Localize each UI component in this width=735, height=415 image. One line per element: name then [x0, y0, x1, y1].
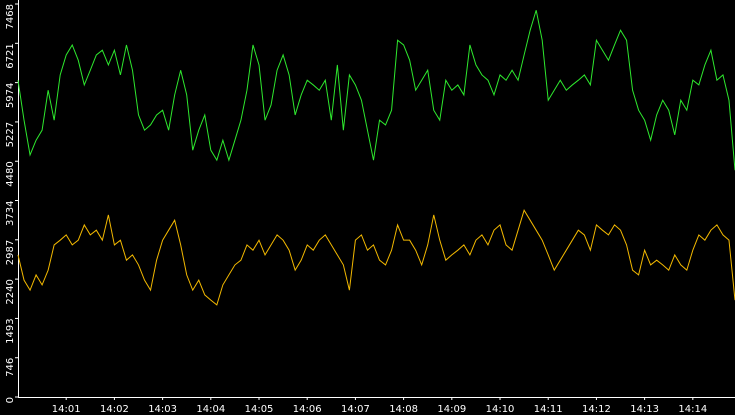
x-tick-label: 14:01: [52, 404, 81, 415]
x-tick-label: 14:02: [100, 404, 129, 415]
x-tick-label: 14:13: [630, 404, 659, 415]
x-tick-label: 14:11: [534, 404, 563, 415]
y-tick-label: 746: [5, 358, 16, 377]
x-tick-label: 14:03: [148, 404, 177, 415]
x-tick-label: 14:08: [389, 404, 418, 415]
y-tick-label: 5974: [5, 83, 16, 108]
x-tick-label: 14:05: [245, 404, 274, 415]
y-tick-label: 4480: [5, 161, 16, 186]
y-tick-label: 2987: [5, 240, 16, 265]
series-line: [17, 10, 735, 171]
y-tick-label: 0: [5, 397, 16, 403]
x-tick-label: 14:07: [341, 404, 370, 415]
y-tick-label: 2240: [5, 279, 16, 304]
series-line: [17, 208, 735, 306]
x-tick-label: 14:10: [486, 404, 515, 415]
y-tick-label: 6721: [5, 43, 16, 68]
x-tick-label: 14:14: [678, 404, 707, 415]
y-tick-label: 5227: [5, 122, 16, 147]
y-tick-label: 1493: [5, 318, 16, 343]
y-tick-label: 3734: [5, 201, 16, 226]
x-tick-label: 14:09: [437, 404, 466, 415]
x-tick-label: 14:06: [293, 404, 322, 415]
x-tick-label: 14:04: [196, 404, 225, 415]
x-tick-label: 14:12: [582, 404, 611, 415]
y-tick-label: 7468: [5, 4, 16, 29]
